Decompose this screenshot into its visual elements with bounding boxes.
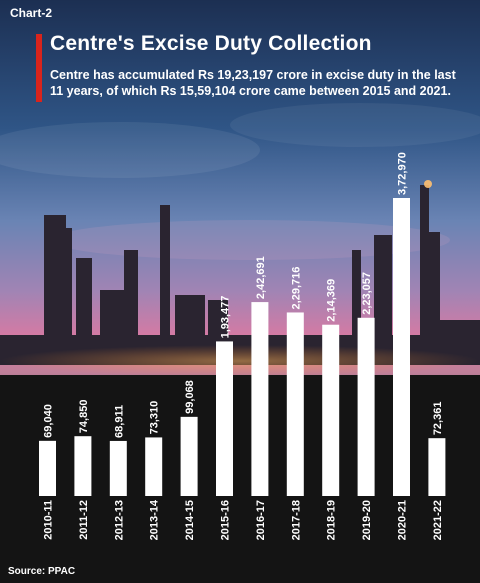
bar-2018-19 xyxy=(322,324,340,496)
value-label-2016-17: 2,42,691 xyxy=(255,256,267,299)
bar-2021-22 xyxy=(428,438,446,496)
value-label-2017-18: 2,29,716 xyxy=(290,267,302,310)
value-label-2020-21: 3,72,970 xyxy=(397,152,409,195)
category-label-2010-11: 2010-11 xyxy=(43,500,55,540)
chart-subtitle: Centre has accumulated Rs 19,23,197 cror… xyxy=(50,68,456,98)
category-label-2016-17: 2016-17 xyxy=(255,500,267,540)
category-label-2011-12: 2011-12 xyxy=(78,500,90,540)
value-label-2015-16: 1,93,477 xyxy=(220,296,232,339)
bar-2012-13 xyxy=(109,440,127,496)
value-label-2011-12: 74,850 xyxy=(78,400,90,434)
title-accent-bar xyxy=(36,34,42,102)
value-label-2019-20: 2,23,057 xyxy=(361,272,373,315)
value-label-2010-11: 69,040 xyxy=(43,404,55,438)
bar-2020-21 xyxy=(393,198,410,496)
category-label-2017-18: 2017-18 xyxy=(290,500,302,540)
category-label-2018-19: 2018-19 xyxy=(326,500,338,540)
category-label-2021-22: 2021-22 xyxy=(432,500,444,540)
chart-title: Centre's Excise Duty Collection xyxy=(50,32,372,55)
category-label-2014-15: 2014-15 xyxy=(184,500,196,540)
chart-number-label: Chart-2 xyxy=(10,6,53,20)
category-label-2013-14: 2013-14 xyxy=(149,499,161,540)
value-label-2018-19: 2,14,369 xyxy=(326,279,338,322)
value-label-2021-22: 72,361 xyxy=(432,402,444,436)
value-label-2013-14: 73,310 xyxy=(149,401,161,435)
bar-2011-12 xyxy=(74,436,92,496)
bar-2019-20 xyxy=(357,317,375,496)
bar-2014-15 xyxy=(180,416,198,496)
bar-2017-18 xyxy=(286,312,304,496)
bar-2010-11 xyxy=(39,440,56,496)
value-label-2012-13: 68,911 xyxy=(113,405,125,438)
category-label-2015-16: 2015-16 xyxy=(220,500,232,540)
bar-2015-16 xyxy=(216,341,233,496)
category-label-2012-13: 2012-13 xyxy=(113,500,125,540)
source-note: Source: PPAC xyxy=(8,566,76,577)
value-label-2014-15: 99,068 xyxy=(184,380,196,414)
bar-2013-14 xyxy=(145,437,163,496)
category-label-2020-21: 2020-21 xyxy=(397,500,409,540)
bar-2016-17 xyxy=(251,302,269,496)
category-label-2019-20: 2019-20 xyxy=(361,500,373,540)
